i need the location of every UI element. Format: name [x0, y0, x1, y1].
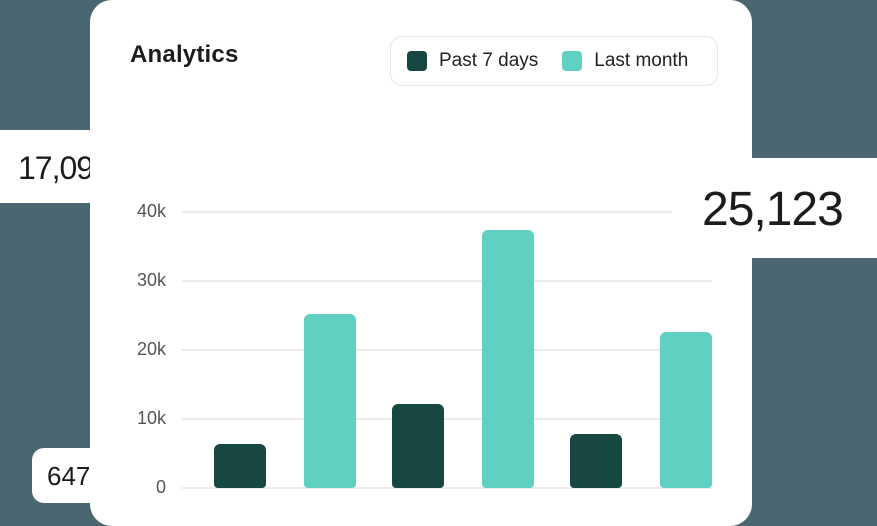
y-tick-10k: 10k [136, 408, 166, 428]
bar-past-7-days-2[interactable] [392, 404, 444, 488]
y-tick-40k: 40k [136, 201, 166, 221]
stat-pill-right: 25,123 [672, 158, 877, 258]
card-title: Analytics [130, 41, 239, 68]
legend-label: Last month [594, 50, 689, 71]
legend-label: Past 7 days [439, 50, 539, 71]
stat-value: 17,09 [18, 150, 94, 186]
bar-last-month-3[interactable] [660, 332, 712, 488]
legend-item-past-7-days[interactable]: Past 7 days [407, 50, 538, 72]
gridline-0 [182, 487, 712, 489]
bar-past-7-days-3[interactable] [570, 434, 622, 488]
gridline-30k [182, 280, 712, 282]
analytics-card: Analytics Past 7 days Last month 40k 30k… [90, 0, 752, 526]
gridline-20k [182, 349, 712, 351]
legend-item-last-month[interactable]: Last month [562, 50, 688, 72]
gridline-10k [182, 418, 712, 420]
legend-swatch-icon [562, 51, 583, 71]
bar-chart: 40k 30k 20k 10k 0 [90, 0, 752, 526]
legend-swatch-icon [407, 51, 427, 71]
y-tick-30k: 30k [136, 270, 166, 290]
chart-legend: Past 7 days Last month [390, 36, 718, 86]
bar-past-7-days-1[interactable] [214, 444, 266, 488]
gridline-40k [182, 211, 712, 213]
stat-value: 25,123 [702, 183, 844, 236]
bar-last-month-1[interactable] [304, 314, 356, 488]
stat-pill-left-bottom: 647 [32, 448, 104, 503]
stat-value: 647 [47, 461, 91, 491]
y-tick-0: 0 [155, 477, 166, 497]
stat-pill-left-top: 17,09 [0, 130, 100, 203]
bar-last-month-2[interactable] [482, 230, 534, 488]
y-tick-20k: 20k [136, 339, 166, 359]
